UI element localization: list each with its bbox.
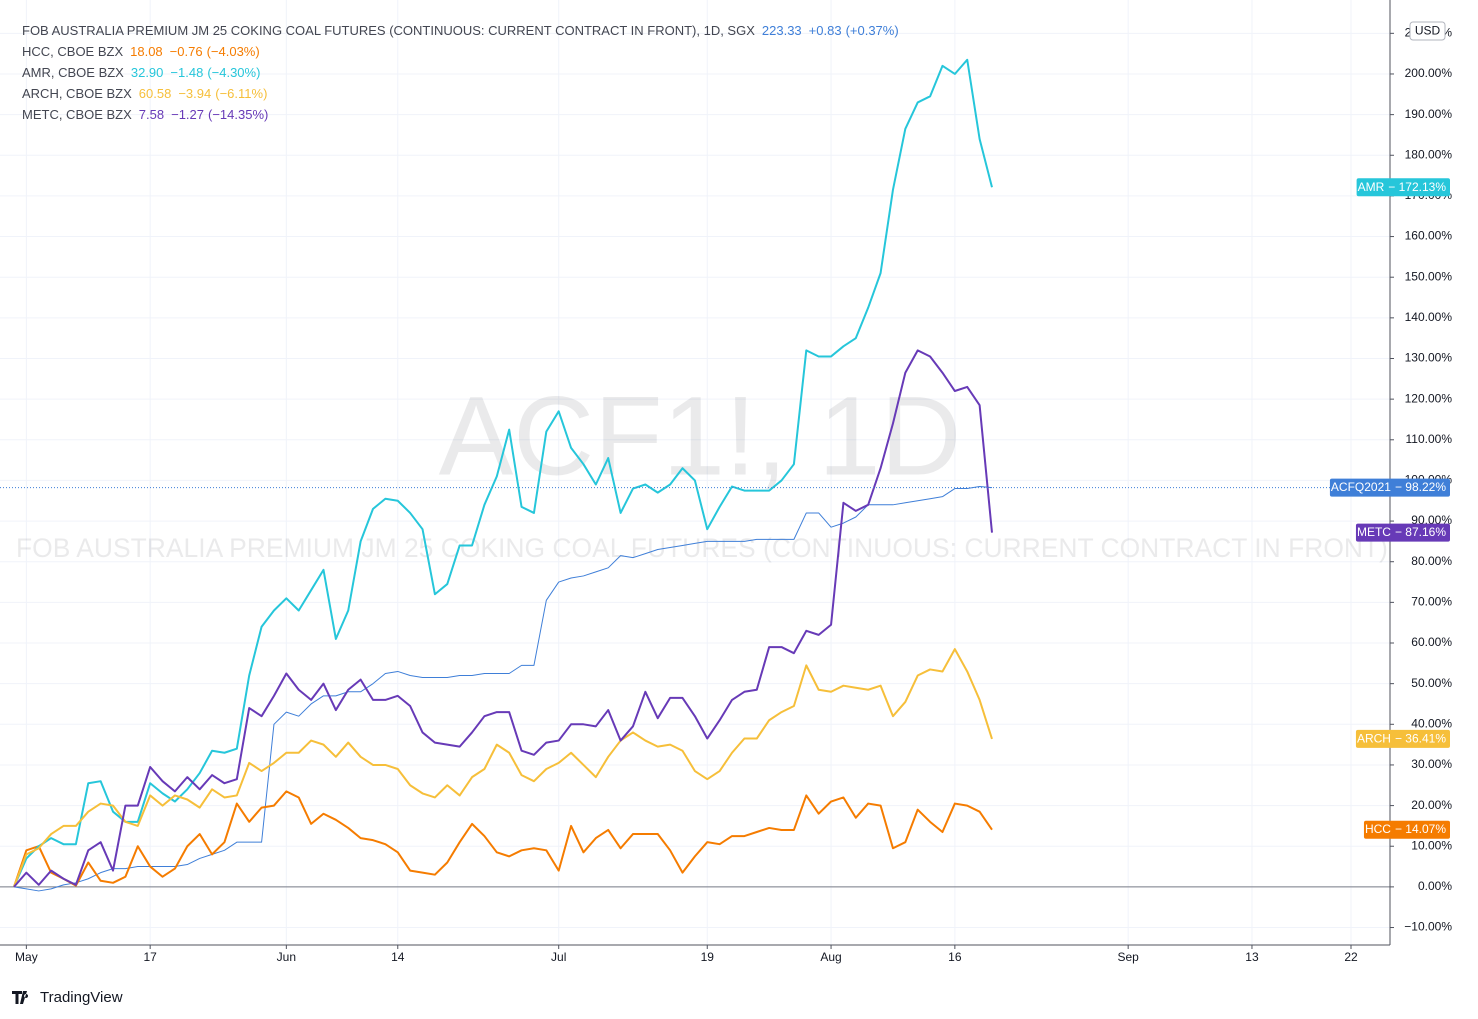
- price-tag-label: HCC − 14.07%: [1365, 822, 1446, 836]
- price-tag-box: [1355, 523, 1450, 542]
- x-tick-label: 14: [391, 950, 405, 964]
- legend-label: ARCH, CBOE BZX: [22, 86, 132, 101]
- currency: USD: [1415, 24, 1441, 38]
- price-tag: ARCH − 36.41%: [1355, 729, 1450, 748]
- x-tick-label: 13: [1245, 950, 1259, 964]
- legend-change: +0.83: [809, 23, 842, 38]
- legend-entry: HCC, CBOE BZX 18.08 −0.76 (−4.03%): [22, 44, 260, 59]
- price-tag-box: [1356, 178, 1450, 197]
- series-line: [13, 58, 993, 888]
- price-tag-label: AMR − 172.13%: [1358, 180, 1447, 194]
- legend-last: 18.08: [130, 44, 163, 59]
- watermark: ACF1!, 1D FOB AUSTRALIA PREMIUM JM 25 CO…: [16, 374, 1388, 564]
- series-line: [13, 648, 993, 888]
- y-tick-label: 30.00%: [1411, 757, 1452, 771]
- x-tick-label: Jun: [277, 950, 296, 964]
- price-tag: ACFQ2021 − 98.22%: [1329, 478, 1450, 497]
- x-tick-label: 16: [948, 950, 962, 964]
- legend-last: 7.58: [139, 107, 164, 122]
- x-tick-label: Aug: [820, 950, 841, 964]
- price-tag: HCC − 14.07%: [1363, 820, 1450, 839]
- price-tag-value: − 98.22%: [1395, 480, 1446, 494]
- y-tick-label: 70.00%: [1411, 595, 1452, 609]
- watermark-description: FOB AUSTRALIA PREMIUM JM 25 COKING COAL …: [16, 533, 1388, 563]
- y-tick-label: −10.00%: [1404, 920, 1452, 934]
- legend-last: 60.58: [139, 86, 172, 101]
- y-tick-label: 120.00%: [1405, 391, 1453, 405]
- price-tag-box: [1363, 820, 1450, 839]
- legend-label: METC, CBOE BZX: [22, 107, 132, 122]
- y-tick-label: 80.00%: [1411, 554, 1452, 568]
- legend-entry: AMR, CBOE BZX 32.90 −1.48 (−4.30%): [22, 65, 260, 80]
- price-tag: METC − 87.16%: [1355, 523, 1450, 542]
- price-tag-name: AMR: [1358, 180, 1385, 194]
- y-tick-label: 60.00%: [1411, 635, 1452, 649]
- y-tick-label: 140.00%: [1405, 310, 1453, 324]
- legend: FOB AUSTRALIA PREMIUM JM 25 COKING COAL …: [22, 23, 899, 122]
- price-tag-name: ACFQ2021: [1331, 480, 1391, 494]
- y-tick-label: 0.00%: [1418, 879, 1452, 893]
- legend-last: 223.33: [762, 23, 802, 38]
- legend-label: FOB AUSTRALIA PREMIUM JM 25 COKING COAL …: [22, 23, 755, 38]
- legend-last: 32.90: [131, 65, 164, 80]
- y-tick-label: 50.00%: [1411, 676, 1452, 690]
- price-tag-value: − 87.16%: [1395, 525, 1446, 539]
- y-tick-label: 110.00%: [1406, 432, 1453, 446]
- grid: [0, 0, 1390, 945]
- series-line: [13, 790, 993, 888]
- price-tag-value: − 14.07%: [1395, 822, 1446, 836]
- y-tick-label: 190.00%: [1405, 107, 1453, 121]
- y-tick-label: 150.00%: [1405, 269, 1453, 283]
- x-tick-label: 19: [701, 950, 715, 964]
- branding: TradingView: [12, 989, 123, 1006]
- legend-change-pct: (−4.30%): [207, 65, 260, 80]
- price-tag-label: METC − 87.16%: [1357, 525, 1446, 539]
- legend-entry: METC, CBOE BZX 7.58 −1.27 (−14.35%): [22, 107, 268, 122]
- legend-label: AMR, CBOE BZX: [22, 65, 124, 80]
- currency-badge: USD: [1409, 21, 1446, 41]
- legend-change: −0.76: [170, 44, 203, 59]
- price-tag-name: HCC: [1365, 822, 1391, 836]
- price-tag: AMR − 172.13%: [1356, 178, 1450, 197]
- series-line: [13, 349, 993, 888]
- price-tag-box: [1355, 729, 1450, 748]
- y-tick-label: 40.00%: [1411, 716, 1452, 730]
- y-tick-label: 20.00%: [1411, 798, 1452, 812]
- price-tag-label: ARCH − 36.41%: [1357, 732, 1446, 746]
- legend-change-pct: (−6.11%): [215, 86, 267, 101]
- y-tick-label: 10.00%: [1411, 838, 1452, 852]
- y-tick-label: 200.00%: [1405, 66, 1453, 80]
- legend-entry: FOB AUSTRALIA PREMIUM JM 25 COKING COAL …: [22, 23, 899, 38]
- x-tick-label: 17: [143, 950, 157, 964]
- y-tick-label: 160.00%: [1405, 229, 1453, 243]
- price-tag-value: − 172.13%: [1388, 180, 1446, 194]
- legend-change-pct: (−4.03%): [207, 44, 260, 59]
- logo-text: TradingView: [40, 989, 123, 1006]
- legend-change: −1.27: [171, 107, 204, 122]
- price-tag-box: [1329, 478, 1450, 497]
- price-tag-name: METC: [1357, 525, 1391, 539]
- x-tick-label: 22: [1344, 950, 1358, 964]
- legend-entry: ARCH, CBOE BZX 60.58 −3.94 (−6.11%): [22, 86, 267, 101]
- x-tick-label: Jul: [551, 950, 566, 964]
- currency-box: [1409, 21, 1446, 41]
- legend-change: −1.48: [170, 65, 203, 80]
- x-tick-label: Sep: [1117, 950, 1139, 964]
- y-tick-label: 180.00%: [1405, 147, 1453, 161]
- y-tick-label: 130.00%: [1405, 351, 1453, 365]
- watermark-symbol: ACF1!, 1D: [439, 374, 962, 499]
- logo-icon: [12, 991, 29, 1004]
- legend-label: HCC, CBOE BZX: [22, 44, 123, 59]
- price-tag-value: − 36.41%: [1395, 732, 1446, 746]
- x-tick-label: May: [15, 950, 38, 964]
- legend-change-pct: (−14.35%): [208, 107, 268, 122]
- plot: [0, 58, 1390, 892]
- price-tag-name: ARCH: [1357, 732, 1391, 746]
- legend-change: −3.94: [178, 86, 211, 101]
- price-tag-label: ACFQ2021 − 98.22%: [1331, 480, 1446, 494]
- price-tags: ACFQ2021− 98.22%HCC − 14.07%AMR − 172.13%A…: [1329, 178, 1450, 839]
- legend-change-pct: (+0.37%): [846, 23, 899, 38]
